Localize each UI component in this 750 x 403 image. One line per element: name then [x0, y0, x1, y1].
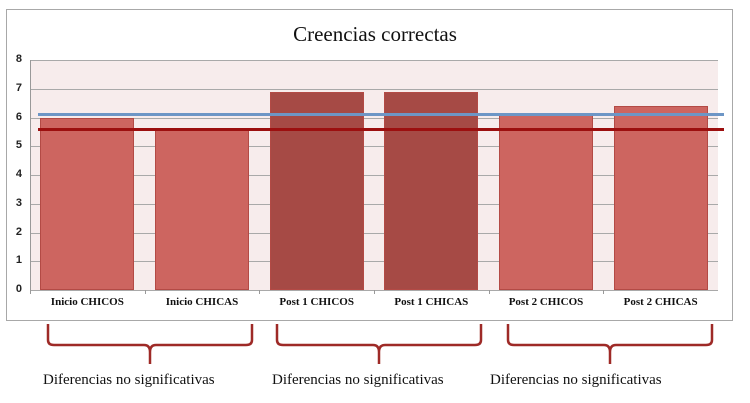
- y-tick-label: 3: [15, 196, 22, 209]
- bar-3: [269, 91, 364, 290]
- bar-2: [155, 129, 249, 290]
- gridline: [30, 203, 718, 205]
- red-line: [38, 127, 724, 131]
- gridline: [30, 117, 718, 119]
- annotation-group-1: Diferencias no significativas: [43, 372, 215, 388]
- x-tick-label: Inicio CHICOS: [50, 296, 124, 308]
- y-axis: [30, 60, 31, 290]
- x-tick: [603, 290, 605, 294]
- y-tick-label: 7: [15, 81, 22, 94]
- x-tick: [30, 290, 31, 294]
- x-tick-label: Post 1 CHICOS: [279, 296, 354, 308]
- plot-area: [30, 60, 718, 291]
- chart-title: Creencias correctas: [293, 22, 457, 46]
- gridline: [30, 175, 718, 176]
- x-tick: [144, 290, 146, 294]
- bar-5: [499, 114, 593, 290]
- gridline: [30, 60, 718, 61]
- brace-group-2: [275, 324, 483, 364]
- gridline: [30, 146, 718, 148]
- x-tick-label: Inicio CHICAS: [165, 296, 239, 308]
- x-tick: [488, 290, 490, 294]
- y-tick-label: 2: [15, 225, 22, 238]
- bar-1: [40, 117, 135, 290]
- bar-4: [384, 91, 479, 290]
- bar-6: [613, 106, 708, 290]
- y-tick-label: 0: [15, 283, 22, 295]
- x-tick: [374, 290, 375, 294]
- gridline: [30, 232, 718, 234]
- y-tick-label: 8: [15, 53, 22, 65]
- y-tick-label: 4: [15, 168, 22, 180]
- brace-group-1: [46, 324, 254, 364]
- blue-line: [38, 113, 724, 117]
- gridline: [30, 261, 718, 263]
- gridline: [30, 88, 718, 90]
- annotation-group-2: Diferencias no significativas: [272, 372, 444, 388]
- x-tick-label: Post 1 CHICAS: [394, 296, 469, 308]
- y-tick-label: 1: [15, 254, 22, 267]
- x-tick: [259, 290, 261, 294]
- x-tick-label: Post 2 CHICOS: [508, 296, 584, 308]
- y-tick-label: 6: [15, 110, 22, 123]
- annotation-group-3: Diferencias no significativas: [490, 372, 662, 388]
- x-tick-label: Post 2 CHICAS: [623, 296, 698, 308]
- brace-group-3: [506, 324, 714, 364]
- y-tick-label: 5: [15, 139, 22, 152]
